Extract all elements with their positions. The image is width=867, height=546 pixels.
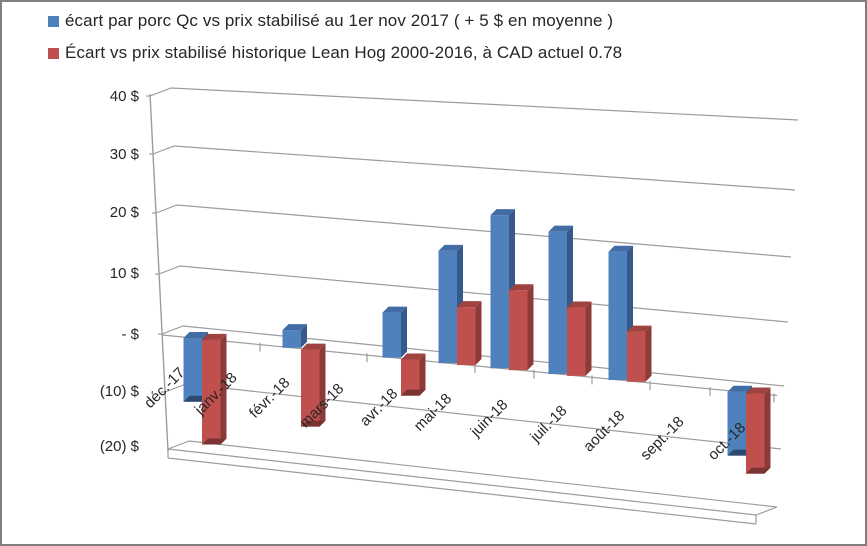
y-axis-label: 30 $ [109, 146, 139, 163]
bar-qc-avr.-18[interactable] [382, 306, 408, 358]
bar-historique-févr.-18[interactable] [301, 343, 326, 427]
bar-historique-août-18[interactable] [627, 325, 652, 382]
gridline [152, 145, 796, 191]
legend-item-label: écart par porc Qc vs prix stabilisé au 1… [65, 11, 614, 30]
y-axis-label: (10) $ [99, 383, 139, 400]
y-axis-label: 10 $ [109, 265, 139, 282]
legend-marker-blue-icon [48, 15, 59, 27]
gridline [155, 204, 792, 258]
bar-historique-avr.-18[interactable] [401, 353, 426, 396]
legend-item-qc[interactable]: écart par porc Qc vs prix stabilisé au 1… [48, 8, 622, 34]
bar-historique-mai-18[interactable] [457, 301, 482, 366]
bar-historique-déc.-17[interactable] [202, 333, 227, 445]
bar-historique-juin-18[interactable] [509, 284, 534, 371]
bar-historique-oct.-18[interactable] [746, 387, 771, 474]
legend-item-historique[interactable]: Écart vs prix stabilisé historique Lean … [48, 40, 622, 66]
y-axis-label: 20 $ [109, 204, 139, 221]
bar-historique-juil.-18[interactable] [567, 301, 592, 376]
legend: écart par porc Qc vs prix stabilisé au 1… [48, 8, 622, 72]
y-axis-label: - $ [121, 326, 139, 343]
y-axis-label: (20) $ [99, 438, 139, 455]
y-axis-label: 40 $ [109, 88, 139, 105]
legend-marker-red-icon [48, 47, 59, 59]
bar-qc-févr.-18[interactable] [282, 324, 308, 348]
gridline [149, 87, 799, 121]
legend-item-label: Écart vs prix stabilisé historique Lean … [65, 43, 623, 62]
